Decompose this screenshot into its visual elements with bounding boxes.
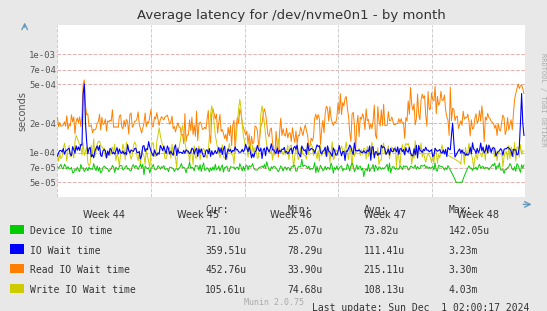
Text: Week 48: Week 48 xyxy=(457,210,499,220)
Text: 78.29u: 78.29u xyxy=(287,246,322,256)
Text: 105.61u: 105.61u xyxy=(205,285,246,295)
Text: Week 45: Week 45 xyxy=(177,210,219,220)
Y-axis label: seconds: seconds xyxy=(18,91,28,131)
Text: 73.82u: 73.82u xyxy=(364,226,399,236)
Text: Max:: Max: xyxy=(449,205,472,215)
Text: RRDTOOL / TOBI OETIKER: RRDTOOL / TOBI OETIKER xyxy=(540,53,546,146)
Text: Week 44: Week 44 xyxy=(83,210,125,220)
Text: 359.51u: 359.51u xyxy=(205,246,246,256)
Text: Week 46: Week 46 xyxy=(270,210,312,220)
Text: 215.11u: 215.11u xyxy=(364,265,405,275)
Text: Avg:: Avg: xyxy=(364,205,387,215)
Title: Average latency for /dev/nvme0n1 - by month: Average latency for /dev/nvme0n1 - by mo… xyxy=(137,9,446,22)
Text: Write IO Wait time: Write IO Wait time xyxy=(30,285,136,295)
Text: 452.76u: 452.76u xyxy=(205,265,246,275)
Text: 71.10u: 71.10u xyxy=(205,226,240,236)
Text: Week 47: Week 47 xyxy=(364,210,406,220)
Text: Last update: Sun Dec  1 02:00:17 2024: Last update: Sun Dec 1 02:00:17 2024 xyxy=(312,303,529,311)
Text: Read IO Wait time: Read IO Wait time xyxy=(30,265,130,275)
Text: 74.68u: 74.68u xyxy=(287,285,322,295)
Text: IO Wait time: IO Wait time xyxy=(30,246,101,256)
Text: Min:: Min: xyxy=(287,205,311,215)
Text: 4.03m: 4.03m xyxy=(449,285,478,295)
Text: 25.07u: 25.07u xyxy=(287,226,322,236)
Text: 3.23m: 3.23m xyxy=(449,246,478,256)
Text: 108.13u: 108.13u xyxy=(364,285,405,295)
Text: 33.90u: 33.90u xyxy=(287,265,322,275)
Text: 142.05u: 142.05u xyxy=(449,226,490,236)
Text: Device IO time: Device IO time xyxy=(30,226,112,236)
Text: Cur:: Cur: xyxy=(205,205,229,215)
Text: Munin 2.0.75: Munin 2.0.75 xyxy=(243,298,304,307)
Text: 3.30m: 3.30m xyxy=(449,265,478,275)
Text: 111.41u: 111.41u xyxy=(364,246,405,256)
